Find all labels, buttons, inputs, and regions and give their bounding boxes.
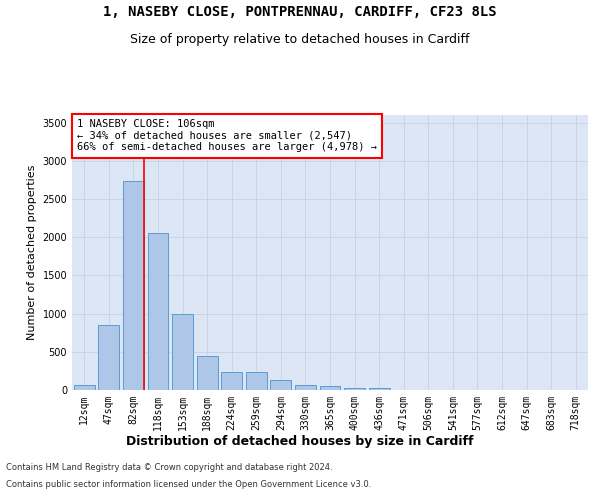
Bar: [271, 380, 292, 390]
Bar: [74, 386, 95, 390]
Bar: [197, 356, 218, 390]
Bar: [98, 325, 119, 390]
Bar: [295, 386, 316, 390]
Bar: [344, 388, 365, 390]
Bar: [320, 386, 340, 390]
Bar: [123, 182, 144, 390]
Bar: [221, 372, 242, 390]
Text: Contains HM Land Registry data © Crown copyright and database right 2024.: Contains HM Land Registry data © Crown c…: [6, 462, 332, 471]
Bar: [172, 314, 193, 390]
Text: 1 NASEBY CLOSE: 106sqm
← 34% of detached houses are smaller (2,547)
66% of semi-: 1 NASEBY CLOSE: 106sqm ← 34% of detached…: [77, 119, 377, 152]
Text: Contains public sector information licensed under the Open Government Licence v3: Contains public sector information licen…: [6, 480, 371, 489]
Text: Distribution of detached houses by size in Cardiff: Distribution of detached houses by size …: [126, 435, 474, 448]
Y-axis label: Number of detached properties: Number of detached properties: [27, 165, 37, 340]
Text: 1, NASEBY CLOSE, PONTPRENNAU, CARDIFF, CF23 8LS: 1, NASEBY CLOSE, PONTPRENNAU, CARDIFF, C…: [103, 5, 497, 19]
Bar: [368, 388, 389, 390]
Bar: [148, 232, 169, 390]
Bar: [246, 372, 267, 390]
Text: Size of property relative to detached houses in Cardiff: Size of property relative to detached ho…: [130, 32, 470, 46]
